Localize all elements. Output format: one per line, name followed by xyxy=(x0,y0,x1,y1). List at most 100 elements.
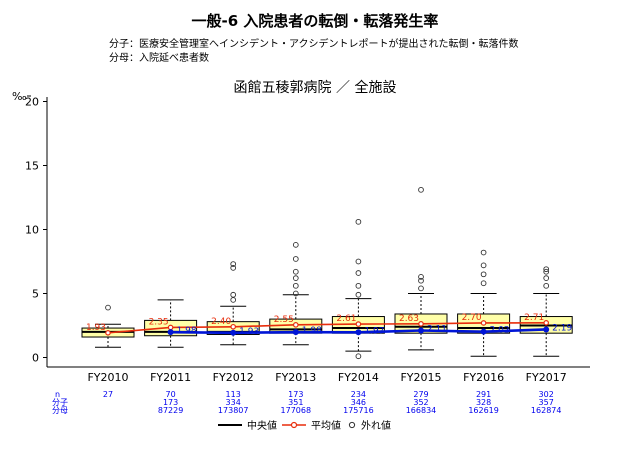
y-tick-label: 5 xyxy=(32,288,39,301)
table-denominator-value: 162619 xyxy=(468,406,499,415)
table-row-label-numerator: 分子 xyxy=(52,398,68,407)
table-denominator-value: 173807 xyxy=(218,406,249,415)
mean-label: 1.93 xyxy=(86,323,106,333)
x-tick-label: FY2015 xyxy=(400,371,441,384)
mean-point xyxy=(480,320,487,326)
table-n-value: 70 xyxy=(166,390,176,399)
outlier-point xyxy=(230,265,237,271)
denominator-definition: 分母：入院延べ患者数 xyxy=(109,53,209,64)
mean-point xyxy=(543,320,550,326)
table-numerator-value: 357 xyxy=(539,398,554,407)
y-tick-label: 10 xyxy=(25,224,39,237)
table-numerator-value: 352 xyxy=(413,398,428,407)
x-tick-label: FY2012 xyxy=(213,371,254,384)
hospital-label: 2.02 xyxy=(490,326,510,336)
chart-title: 一般-6 入院患者の転倒・転落発生率 xyxy=(191,12,439,30)
legend-mean-label: 平均値 xyxy=(311,419,341,432)
mean-point xyxy=(105,329,111,336)
outlier-point xyxy=(292,282,299,289)
outlier-point xyxy=(292,268,299,275)
outlier-point xyxy=(292,275,299,281)
numerator-definition: 分子：医療安全管理室へインシデント・アクシデントレポートが提出された転倒・転落件… xyxy=(109,39,519,50)
y-tick-label: 20 xyxy=(25,96,39,109)
hospital-point xyxy=(292,329,299,336)
outlier-point xyxy=(355,353,362,360)
legend-outlier-marker xyxy=(348,421,356,429)
mean-label: 2.63 xyxy=(399,314,419,324)
outlier-point xyxy=(480,271,487,278)
table-n-value: 291 xyxy=(476,390,491,399)
mean-label: 2.35 xyxy=(149,317,169,327)
table-numerator-value: 351 xyxy=(288,398,303,407)
table-numerator-value: 173 xyxy=(163,398,178,407)
outlier-point xyxy=(105,304,111,311)
mean-line xyxy=(107,322,547,334)
hospital-label: 1.98 xyxy=(302,326,322,336)
table-denominator-value: 175716 xyxy=(343,406,374,415)
outlier-point xyxy=(292,242,299,248)
x-tick-label: FY2014 xyxy=(338,371,379,384)
outlier-point xyxy=(418,285,424,292)
table-denominator-value: 87229 xyxy=(158,406,183,415)
outlier-point xyxy=(230,297,237,303)
definitions: 分子：医療安全管理室へインシデント・アクシデントレポートが提出された転倒・転落件… xyxy=(109,38,519,66)
legend-outlier-label: 外れ値 xyxy=(361,419,391,432)
legend-median-label: 中央値 xyxy=(247,419,277,432)
table-denominator-value: 162874 xyxy=(531,406,562,415)
hospital-point xyxy=(167,329,174,336)
outlier-point xyxy=(292,256,299,262)
y-axis-unit: ‰ xyxy=(12,90,27,103)
x-tick-label: FY2010 xyxy=(87,371,128,384)
chart-subtitle: 函館五稜郭病院 ／ 全施設 xyxy=(234,79,397,96)
outlier-point xyxy=(355,258,362,265)
mean-label: 2.70 xyxy=(462,313,482,323)
mean-label: 2.71 xyxy=(524,313,544,323)
x-tick-label: FY2011 xyxy=(150,371,191,384)
outlier-point xyxy=(480,262,487,269)
table-row-label-n: n xyxy=(55,390,60,399)
hospital-label: 2.19 xyxy=(552,323,572,333)
table-numerator-value: 334 xyxy=(226,398,241,407)
table-numerator-value: 328 xyxy=(476,398,491,407)
outlier-point xyxy=(418,274,424,280)
table-n-value: 302 xyxy=(539,390,554,399)
mean-point xyxy=(355,321,362,327)
table-n-value: 113 xyxy=(226,390,241,399)
hospital-point xyxy=(355,329,362,336)
mean-point xyxy=(292,322,299,328)
legend-mean-marker xyxy=(290,421,298,429)
hospital-point xyxy=(418,327,424,334)
table-n-value: 279 xyxy=(413,390,428,399)
outlier-point xyxy=(418,277,424,284)
outlier-point xyxy=(418,186,424,193)
table-numerator-value: 346 xyxy=(351,398,366,407)
x-tick-label: FY2016 xyxy=(463,371,504,384)
x-tick-label: FY2017 xyxy=(526,371,567,384)
outlier-point xyxy=(355,291,362,298)
outlier-point xyxy=(355,282,362,289)
x-tick-label: FY2013 xyxy=(275,371,316,384)
outlier-point xyxy=(543,266,550,273)
mean-point xyxy=(418,321,424,327)
mean-label: 2.61 xyxy=(336,314,356,324)
hospital-label: 2.11 xyxy=(427,324,447,334)
hospital-point xyxy=(543,326,550,333)
table-denominator-value: 177068 xyxy=(281,406,312,415)
mean-point xyxy=(230,323,237,330)
outlier-point xyxy=(292,290,299,297)
outlier-point xyxy=(230,261,237,267)
outlier-point xyxy=(480,280,487,287)
y-tick-label: 0 xyxy=(32,352,39,365)
outlier-point xyxy=(230,291,237,298)
outlier-point xyxy=(543,268,550,275)
outlier-point xyxy=(355,270,362,276)
mean-label: 2.55 xyxy=(274,315,294,325)
outlier-point xyxy=(480,249,487,256)
outlier-point xyxy=(355,218,362,225)
hospital-point xyxy=(230,329,237,336)
hospital-label: 1.98 xyxy=(177,326,197,336)
mean-point xyxy=(167,324,174,331)
table-n-value: 27 xyxy=(103,390,113,399)
table-n-value: 173 xyxy=(288,390,303,399)
